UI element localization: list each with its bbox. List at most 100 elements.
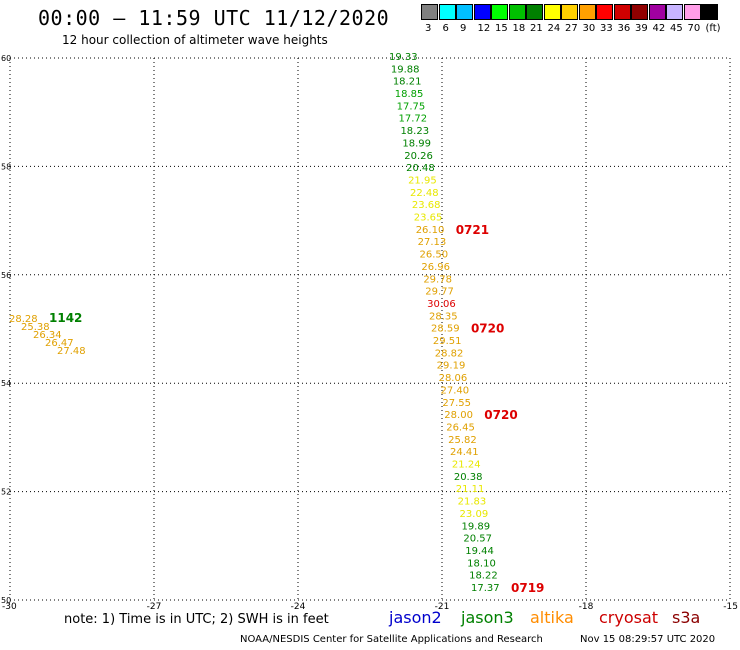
color-scale-unit: (ft) bbox=[705, 23, 721, 34]
longitude-tick-label: -15 bbox=[723, 602, 738, 612]
pass-time-label: 0720 bbox=[471, 322, 504, 336]
swh-value: 25.38 bbox=[21, 322, 50, 333]
color-scale-label: 15 bbox=[495, 23, 508, 34]
color-scale-label: 42 bbox=[652, 23, 666, 34]
swh-value: 28.82 bbox=[435, 348, 464, 359]
swh-value: 26.50 bbox=[420, 250, 449, 261]
credit-line: NOAA/NESDIS Center for Satellite Applica… bbox=[240, 634, 543, 645]
color-swatch bbox=[508, 4, 526, 20]
swh-value: 21.11 bbox=[456, 484, 485, 495]
swh-value: 19.88 bbox=[391, 64, 420, 75]
color-scale-label: 6 bbox=[442, 23, 449, 34]
color-scale-label: 39 bbox=[635, 23, 648, 34]
mission-label-altika: altika bbox=[530, 608, 574, 627]
color-swatch bbox=[543, 4, 561, 20]
swh-value: 26.45 bbox=[446, 422, 475, 433]
longitude-tick-label: -27 bbox=[147, 602, 162, 612]
color-scale-label: 12 bbox=[477, 23, 491, 34]
longitude-tick-label: -30 bbox=[2, 602, 17, 612]
swh-value: 18.22 bbox=[469, 571, 498, 582]
color-swatch bbox=[613, 4, 631, 20]
color-swatch bbox=[526, 4, 543, 20]
swh-value: 21.83 bbox=[458, 497, 487, 508]
swh-value: 18.21 bbox=[393, 77, 422, 88]
swh-value: 29.51 bbox=[433, 336, 462, 347]
swh-value: 21.95 bbox=[408, 175, 437, 186]
color-swatch bbox=[421, 4, 438, 20]
swh-value: 27.55 bbox=[442, 398, 471, 409]
latitude-tick-label: 58 bbox=[1, 162, 11, 171]
color-swatch bbox=[631, 4, 648, 20]
color-swatch bbox=[648, 4, 666, 20]
color-scale-label: 33 bbox=[600, 23, 613, 34]
swh-value: 21.24 bbox=[452, 460, 481, 471]
swh-value: 26.10 bbox=[416, 225, 445, 236]
color-scale-label: 27 bbox=[565, 23, 578, 34]
swh-value: 20.26 bbox=[404, 151, 433, 162]
swh-value: 28.59 bbox=[431, 324, 460, 335]
color-swatch bbox=[596, 4, 613, 20]
swh-value: 18.23 bbox=[400, 126, 429, 137]
color-scale-label: 3 bbox=[425, 23, 432, 34]
swh-value: 28.00 bbox=[444, 410, 473, 421]
swh-value: 17.75 bbox=[397, 101, 426, 112]
latitude-tick-label: 56 bbox=[1, 271, 11, 280]
swh-value: 29.19 bbox=[437, 361, 466, 372]
latitude-tick-label: 52 bbox=[1, 488, 11, 497]
swh-value: 17.37 bbox=[471, 583, 500, 594]
color-swatch bbox=[438, 4, 456, 20]
color-swatch bbox=[473, 4, 491, 20]
longitude-tick-label: -18 bbox=[579, 602, 594, 612]
swh-value: 23.68 bbox=[412, 200, 441, 211]
pass-time-label: 0719 bbox=[511, 581, 544, 595]
color-swatch bbox=[456, 4, 473, 20]
swh-value: 29.77 bbox=[425, 287, 454, 298]
mission-label-s3a: s3a bbox=[672, 608, 701, 627]
generation-timestamp: Nov 15 08:29:57 UTC 2020 bbox=[580, 634, 716, 645]
swh-value: 29.78 bbox=[423, 274, 452, 285]
color-swatch bbox=[491, 4, 508, 20]
swh-value: 18.10 bbox=[467, 558, 496, 569]
color-scale-label: 9 bbox=[460, 23, 467, 34]
swh-value: 20.48 bbox=[406, 163, 435, 174]
swh-value: 27.40 bbox=[440, 385, 469, 396]
swh-value: 26.47 bbox=[45, 338, 74, 349]
mission-label-cryosat: cryosat bbox=[599, 608, 659, 627]
longitude-tick-label: -21 bbox=[435, 602, 450, 612]
pass-time-label: 1142 bbox=[49, 311, 82, 325]
swh-value: 26.34 bbox=[33, 330, 62, 341]
swh-value: 28.35 bbox=[429, 311, 458, 322]
page-title: 00:00 – 11:59 UTC 11/12/2020 bbox=[38, 6, 390, 30]
latitude-tick-label: 60 bbox=[1, 54, 11, 63]
color-swatch bbox=[578, 4, 596, 20]
swh-value: 19.33 bbox=[389, 52, 418, 63]
swh-value: 23.65 bbox=[414, 213, 443, 224]
longitude-tick-label: -24 bbox=[291, 602, 306, 612]
swh-value: 17.72 bbox=[399, 114, 428, 125]
color-scale-label: 70 bbox=[687, 23, 701, 34]
swh-value: 20.38 bbox=[454, 472, 483, 483]
color-scale-label: 18 bbox=[512, 23, 526, 34]
color-swatch bbox=[683, 4, 701, 20]
color-scale-label: 45 bbox=[670, 23, 683, 34]
swh-value: 25.82 bbox=[448, 435, 477, 446]
pass-time-label: 0721 bbox=[456, 223, 489, 237]
latitude-tick-label: 50 bbox=[1, 596, 11, 605]
swh-value: 18.85 bbox=[395, 89, 424, 100]
swh-value: 30.06 bbox=[427, 299, 456, 310]
color-swatch bbox=[666, 4, 683, 20]
latitude-tick-label: 54 bbox=[1, 379, 11, 388]
swh-value: 27.48 bbox=[57, 346, 86, 357]
page-subtitle: 12 hour collection of altimeter wave hei… bbox=[62, 33, 328, 47]
swh-value: 27.13 bbox=[418, 237, 447, 248]
color-scale-label: 24 bbox=[547, 23, 561, 34]
mission-label-jason3: jason3 bbox=[461, 608, 514, 627]
color-scale-label: 30 bbox=[582, 23, 596, 34]
swh-value: 28.28 bbox=[9, 314, 38, 325]
swh-value: 24.41 bbox=[450, 447, 479, 458]
color-scale-label: 36 bbox=[617, 23, 631, 34]
swh-value: 26.96 bbox=[421, 262, 450, 273]
pass-time-label: 0720 bbox=[484, 408, 517, 422]
color-swatch bbox=[561, 4, 578, 20]
